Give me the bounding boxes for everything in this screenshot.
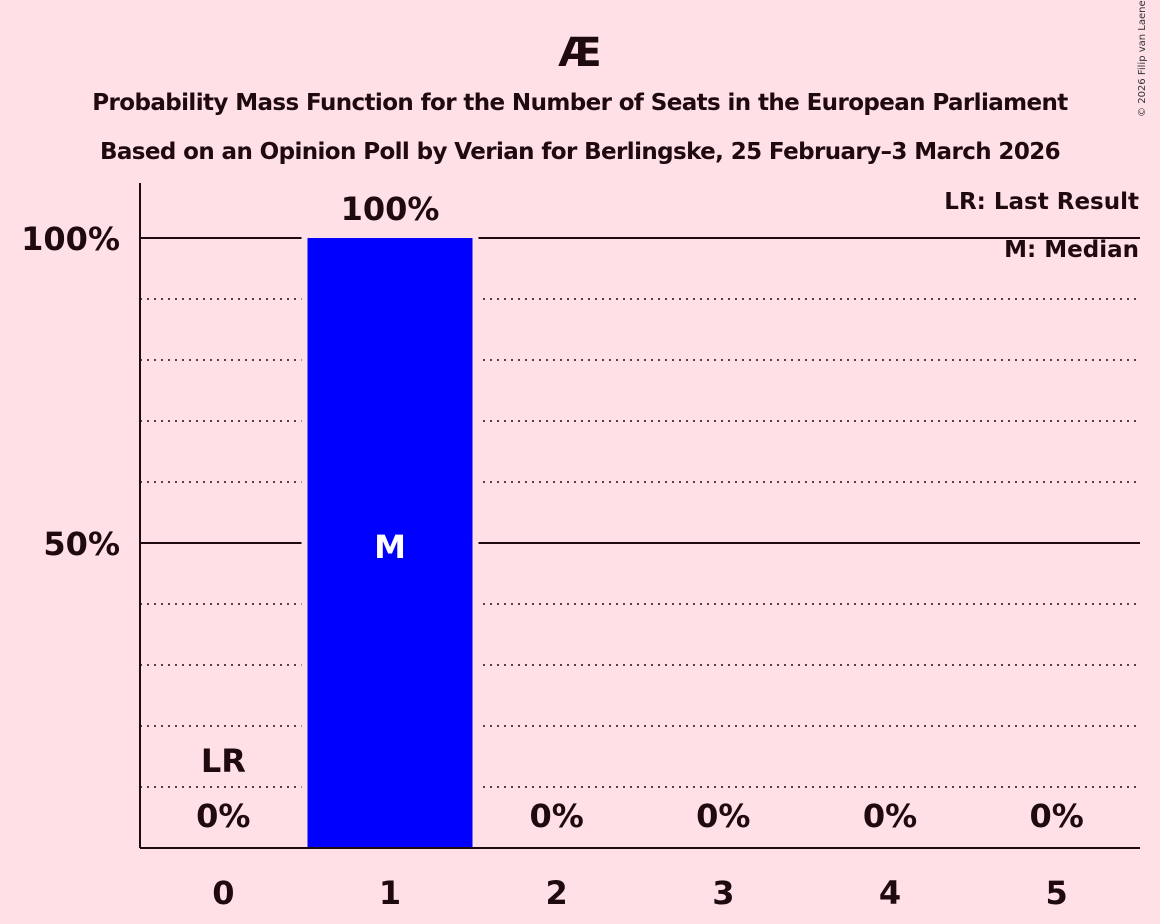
bar-value-label: 0% (1030, 797, 1084, 835)
legend-median: M: Median (1004, 237, 1139, 263)
x-tick-label: 1 (379, 874, 401, 912)
value-labels: 0% LR 0 100% M 1 0% 2 0% 3 0% 4 0% 5 (196, 190, 1084, 912)
chart-title: Æ (558, 30, 602, 76)
bar-value-label: 100% (341, 190, 440, 228)
x-tick-label: 3 (712, 874, 734, 912)
chart-subtitle-line1: Probability Mass Function for the Number… (92, 90, 1068, 116)
bar-value-label: 0% (196, 797, 250, 835)
y-tick-label: 50% (43, 525, 120, 563)
bar-value-label: 0% (696, 797, 750, 835)
gridlines: 50% 100% (21, 220, 1140, 788)
bar-seat-1 (307, 238, 473, 848)
bar-value-label: 0% (530, 797, 584, 835)
x-tick-label: 4 (879, 874, 901, 912)
x-tick-label: 0 (212, 874, 234, 912)
median-marker: M (374, 528, 406, 566)
y-tick-label: 100% (21, 220, 120, 258)
x-tick-label: 2 (546, 874, 568, 912)
x-tick-label: 5 (1046, 874, 1068, 912)
chart-subtitle-line2: Based on an Opinion Poll by Verian for B… (99, 139, 1061, 165)
last-result-marker: LR (201, 742, 246, 780)
legend-last-result: LR: Last Result (944, 189, 1139, 215)
bars (301, 234, 479, 848)
bar-value-label: 0% (863, 797, 917, 835)
